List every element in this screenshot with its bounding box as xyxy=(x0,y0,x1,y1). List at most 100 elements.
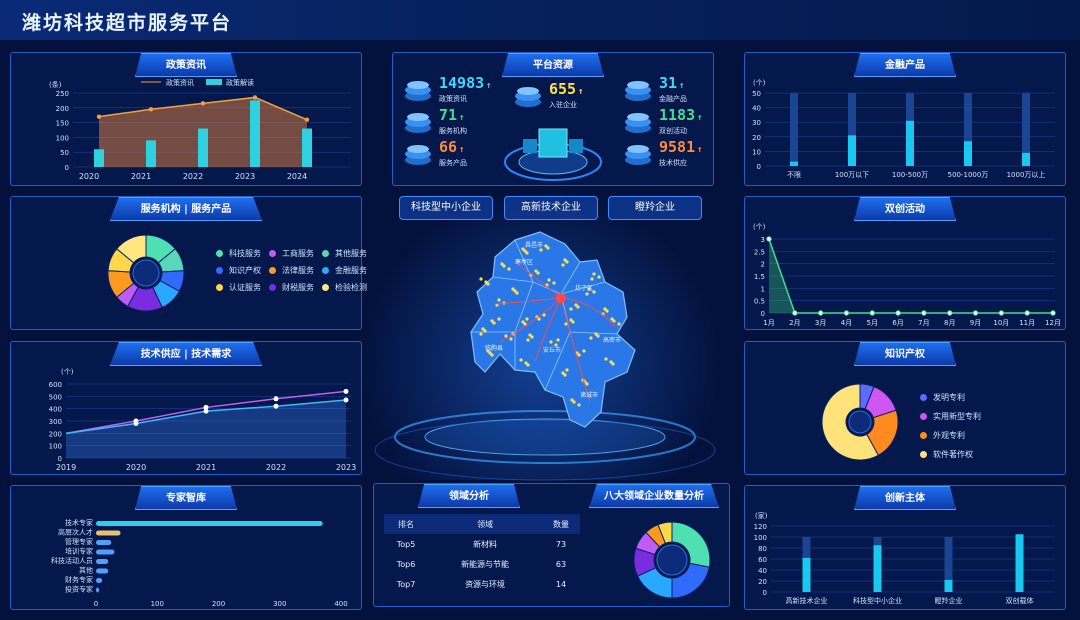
y-tick-label: 200 xyxy=(49,430,62,438)
y-unit-label: (家) xyxy=(755,511,768,520)
x-tick-label: 2023 xyxy=(235,172,255,181)
legend-item[interactable]: 认证服务 xyxy=(216,279,261,296)
service-panel: 服务机构 | 服务产品 科技服务 工商服务 其他服务知识产权 法律服务 金融服务认证服务… xyxy=(10,196,367,330)
stat-item[interactable]: 655 ↑ 入驻企业 xyxy=(513,81,584,110)
bar-expert xyxy=(96,540,112,545)
y-tick-label: 0 xyxy=(757,163,761,171)
enterprise-dot xyxy=(525,251,529,255)
panel-title: 平台资源 xyxy=(502,53,604,77)
expert-panel: 专家智库 技术专家 高层次人才 管理专家 培训专家 科技活动人员 其他 财务专家 投资专家 0 1… xyxy=(10,485,362,610)
enterprise-dot xyxy=(486,349,490,353)
x-tick-label: 3月 xyxy=(815,319,826,327)
legend-dot xyxy=(920,451,927,458)
legend-dot xyxy=(269,267,276,274)
legend-item[interactable]: 金融服务 xyxy=(322,262,367,279)
stat-item[interactable]: 1183 ↑ 双创活动 xyxy=(623,107,703,136)
legend-item[interactable]: 其他服务 xyxy=(322,245,367,262)
point-activity xyxy=(869,310,875,316)
enterprise-dot xyxy=(525,317,529,321)
y-tick-label: 高层次人才 xyxy=(58,528,93,537)
table-row[interactable]: Top5 新材料 73 xyxy=(384,534,580,554)
stat-item[interactable]: 14983 ↑ 政策资讯 xyxy=(403,75,492,104)
up-arrow-icon: ↑ xyxy=(697,113,703,123)
enterprise-dot xyxy=(484,280,488,284)
legend-item[interactable]: 财税服务 xyxy=(269,279,314,296)
enterprise-dot xyxy=(497,298,501,302)
x-tick-label: 2019 xyxy=(56,463,76,472)
y-tick-label: 500 xyxy=(49,393,62,401)
bar-innov xyxy=(944,579,953,592)
y-tick-label: 1.5 xyxy=(754,273,765,281)
enterprise-dot xyxy=(521,320,525,324)
bar-policy-interp xyxy=(94,149,104,167)
legend-dot xyxy=(322,267,329,274)
cell: Top7 xyxy=(396,579,416,589)
donut-hole xyxy=(848,410,872,434)
legend-item[interactable]: 软件著作权 xyxy=(920,445,981,464)
table-row[interactable]: Top6 新能源与节能 63 xyxy=(384,554,580,574)
legend-item[interactable]: 知识产权 xyxy=(216,262,261,279)
stat-item[interactable]: 31 ↑ 金融产品 xyxy=(623,75,687,104)
stat-item[interactable]: 66 ↑ 服务产品 xyxy=(403,139,467,168)
bar-innov xyxy=(873,545,882,592)
point-policy xyxy=(96,114,102,119)
donut-hole xyxy=(656,544,688,576)
x-tick-label: 2022 xyxy=(183,172,203,181)
enterprise-dot xyxy=(528,333,532,337)
x-tick-label: 6月 xyxy=(892,319,903,327)
tab-high-tech[interactable]: 高新技术企业 xyxy=(504,196,598,220)
panel-title: 创新主体 xyxy=(854,486,956,510)
bar-bg xyxy=(944,537,953,592)
point-activity xyxy=(843,310,850,316)
domain-panel: 领域分析 八大领域企业数量分析 排名 领域 数量 Top5 新材料 73 Top6 新… xyxy=(373,483,730,607)
cell: 资源与环境 xyxy=(465,579,506,589)
legend-item[interactable]: 工商服务 xyxy=(269,245,314,262)
legend-dot xyxy=(920,394,927,401)
bar-bg xyxy=(790,93,798,166)
point-activity xyxy=(1024,310,1030,316)
enterprise-dot xyxy=(524,361,528,365)
bar-expert xyxy=(96,549,115,555)
legend-item[interactable]: 外观专利 xyxy=(920,426,981,445)
enterprise-dot xyxy=(570,398,574,402)
legend-item[interactable]: 科技服务 xyxy=(216,245,261,262)
enterprise-dot xyxy=(576,305,580,309)
enterprise-dot xyxy=(561,263,565,267)
stat-number: 655 ↑ xyxy=(549,80,584,98)
legend-item[interactable]: 检验检测 xyxy=(322,279,367,296)
tab-gazelle[interactable]: 瞪羚企业 xyxy=(608,196,702,220)
enterprise-dot xyxy=(604,357,608,361)
stat-item[interactable]: 71 ↑ 服务机构 xyxy=(403,107,467,136)
point-policy xyxy=(304,117,310,122)
stat-label: 服务机构 xyxy=(439,127,467,135)
enterprise-dot xyxy=(569,318,573,322)
panel-title: 领域分析 xyxy=(418,484,520,508)
point-tech xyxy=(203,404,209,410)
point-activity xyxy=(792,310,798,316)
map-region-label: 高密市 xyxy=(603,336,621,344)
panel-title: 技术供应 | 技术需求 xyxy=(109,342,263,366)
tab-tech-sme[interactable]: 科技型中小企业 xyxy=(399,196,493,220)
map-region[interactable] xyxy=(470,231,636,428)
activity-chart: 0 0.5 1 1.5 2 2.5 3 (个) 1月 2月 3月 4月 5月 6月 7月 8月 9月 10月 11月… xyxy=(753,223,1061,327)
y-tick-label: 100 xyxy=(56,134,69,142)
stat-item[interactable]: 9581 ↑ 技术供应 xyxy=(623,139,703,168)
legend-label: 检验检测 xyxy=(335,283,367,292)
map-region-label: 寒亭区 xyxy=(515,258,533,266)
table-row[interactable]: Top7 资源与环境 14 xyxy=(384,574,580,594)
enterprise-dot xyxy=(513,289,517,293)
point-tech xyxy=(343,388,349,394)
legend-item[interactable]: 法律服务 xyxy=(269,262,314,279)
x-tick-label: 2020 xyxy=(79,172,99,181)
donut-slice xyxy=(116,234,147,264)
legend-label: 金融服务 xyxy=(335,266,367,275)
enterprise-dot xyxy=(571,320,575,324)
finance-panel: 金融产品 0 10 20 30 40 50 (个) 不限 100万以下 100-500万 500-1… xyxy=(744,52,1066,186)
enterprise-dot xyxy=(612,319,616,323)
legend-item[interactable]: 发明专利 xyxy=(920,388,981,407)
panel-title: 服务机构 | 服务产品 xyxy=(109,197,263,221)
y-tick-label: 150 xyxy=(56,120,69,128)
legend-label: 认证服务 xyxy=(229,283,261,292)
legend-item[interactable]: 实用新型专利 xyxy=(920,407,981,426)
